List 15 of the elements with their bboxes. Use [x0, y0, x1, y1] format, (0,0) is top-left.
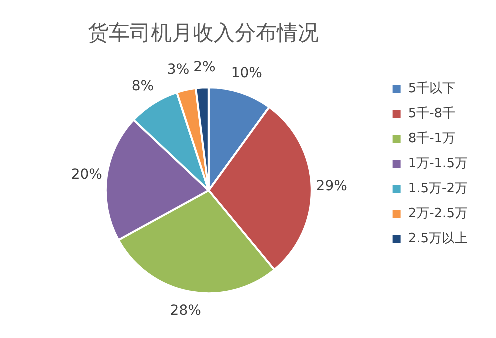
- data-label: 20%: [71, 166, 102, 183]
- data-label: 8%: [132, 78, 154, 94]
- chart-title: 货车司机月收入分布情况: [88, 21, 319, 46]
- legend-label: 2万-2.5万: [408, 206, 468, 222]
- legend-label: 1.5万-2万: [408, 181, 468, 196]
- legend-label: 8千-1万: [408, 131, 456, 146]
- data-label: 29%: [316, 178, 348, 194]
- legend-label: 5千以下: [408, 81, 456, 96]
- legend-label: 1万-1.5万: [408, 156, 468, 172]
- legend-label: 5千-8千: [408, 106, 456, 122]
- legend-label: 2.5万以上: [408, 231, 468, 246]
- data-label: 10%: [231, 65, 262, 82]
- data-label: 3%: [167, 62, 190, 78]
- data-label: 2%: [194, 59, 216, 76]
- data-label: 28%: [170, 303, 202, 320]
